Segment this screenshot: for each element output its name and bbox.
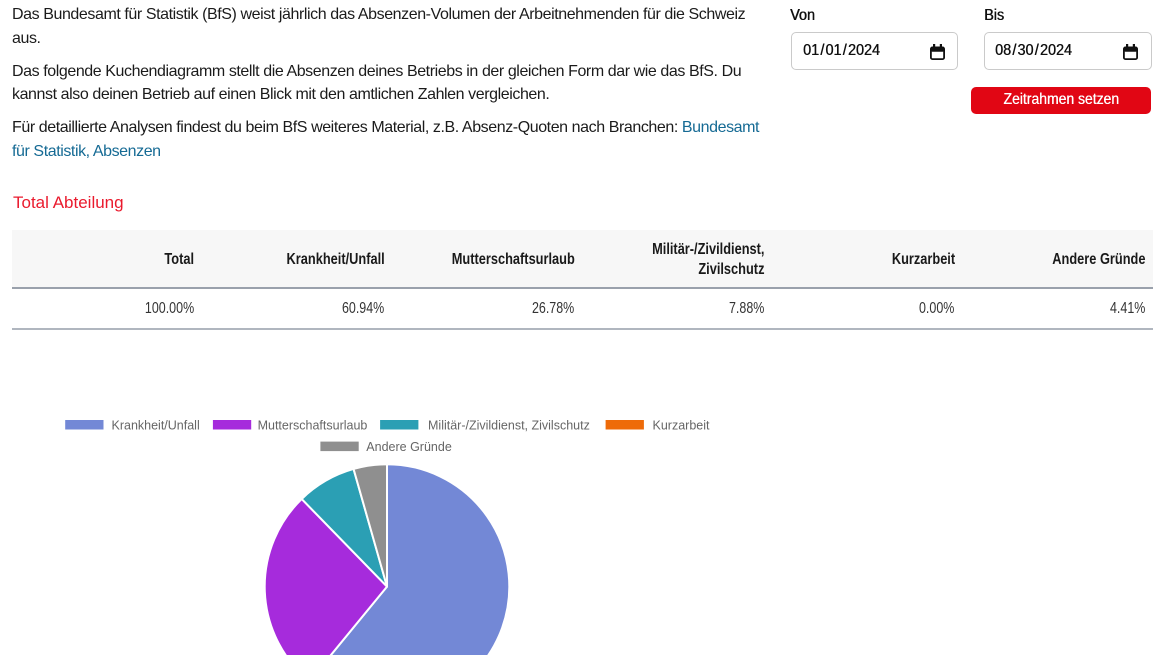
svg-text:Mutterschaftsurlaub: Mutterschaftsurlaub	[258, 418, 368, 432]
svg-text:Kurzarbeit: Kurzarbeit	[653, 418, 710, 432]
svg-text:Andere Gründe: Andere Gründe	[366, 440, 452, 454]
svg-text:Militär-/Zivildienst, Zivilsch: Militär-/Zivildienst, Zivilschutz	[428, 418, 590, 432]
svg-text:Krankheit/Unfall: Krankheit/Unfall	[112, 418, 200, 432]
